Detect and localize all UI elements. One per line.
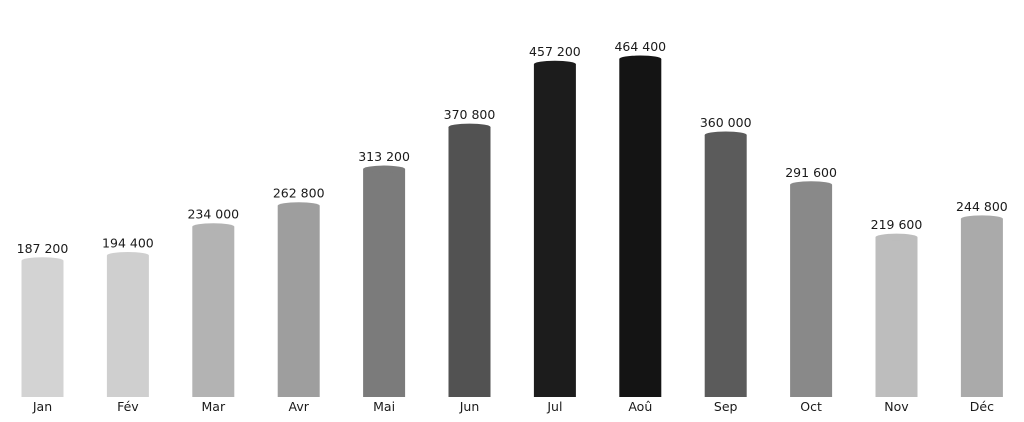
value-label-Jul: 457 200 [529,44,581,59]
value-labels-layer: 187 200 194 400 234 000 262 800 313 200 370 8… [17,39,1008,256]
bar-cap-Mar [192,223,235,231]
x-tick-label-Jul: Jul [546,399,562,414]
bar-cap-Mai [363,165,406,173]
value-label-Oct: 291 600 [785,165,837,180]
bar-cap-Nov [875,233,918,241]
value-label-Jan: 187 200 [17,241,69,256]
bar-Sep [704,134,747,397]
x-tick-label-Oct: Oct [800,399,822,414]
bar-Aoû [619,59,662,397]
bar-Jan [21,260,64,397]
bar-cap-Jan [21,257,64,265]
x-tick-labels-layer: Jan Fév Mar Avr Mai Jun Jul Aoû Sep Oct Nov Déc [32,399,994,414]
bar-Oct [790,184,833,397]
x-tick-label-Sep: Sep [714,399,738,414]
x-tick-label-Jun: Jun [459,399,480,414]
bar-Jul [533,64,576,398]
bar-Déc [960,218,1003,397]
bar-Jun [448,127,491,398]
value-label-Nov: 219 600 [871,217,923,232]
value-label-Jun: 370 800 [444,107,496,122]
bar-Nov [875,237,918,397]
x-tick-label-Nov: Nov [884,399,909,414]
value-label-Sep: 360 000 [700,115,752,130]
x-tick-label-Aoû: Aoû [628,399,652,414]
value-label-Mai: 313 200 [358,149,410,164]
bar-cap-Oct [790,181,833,189]
x-tick-label-Mai: Mai [373,399,395,414]
bar-cap-Avr [277,202,320,210]
bars-layer [21,55,1003,398]
value-label-Déc: 244 800 [956,199,1008,214]
bar-cap-Aoû [619,55,662,63]
value-label-Aoû: 464 400 [614,39,666,54]
x-tick-label-Déc: Déc [970,399,994,414]
x-tick-label-Avr: Avr [289,399,310,414]
bar-Avr [277,205,320,397]
bar-cap-Déc [960,215,1003,223]
value-label-Fév: 194 400 [102,236,154,251]
bar-Fév [106,255,149,397]
x-tick-label-Fév: Fév [117,399,139,414]
bar-cap-Jul [533,60,576,68]
bar-cap-Fév [106,252,149,260]
bar-Mai [363,169,406,397]
bar-cap-Sep [704,131,747,139]
value-label-Avr: 262 800 [273,186,325,201]
value-label-Mar: 234 000 [187,207,239,222]
bar-cap-Jun [448,123,491,131]
x-tick-label-Mar: Mar [202,399,226,414]
bar-Mar [192,226,235,397]
x-tick-label-Jan: Jan [32,399,52,414]
